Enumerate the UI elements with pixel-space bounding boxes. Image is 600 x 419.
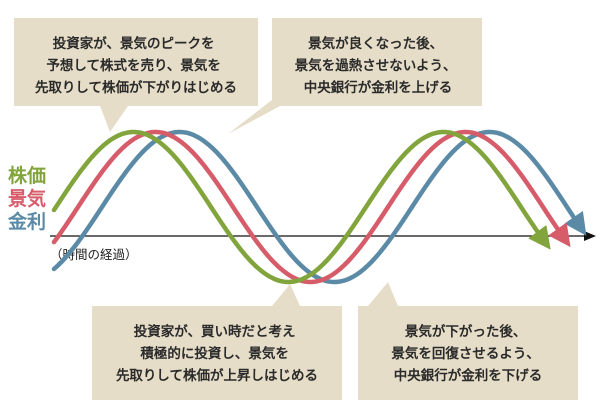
callout-top-right-box — [228, 18, 482, 134]
rate-label: 金利 — [7, 210, 46, 233]
callout-top-left-box — [14, 18, 258, 132]
svg-text:景気が良くなった後、 景気を過熱させないよう、: 景気が良くなった後、 景気を過熱させないよう、 中央銀行が金利を上げる — [295, 35, 461, 96]
svg-text:投資家が、買い時だと考え 積極的に投資し、景気を: 投資家が、買い時だと考え 積極的に投資し、景気を 先取りして株価が上昇しはじめる — [116, 323, 318, 384]
stock-label: 株価 — [8, 164, 46, 187]
callout-top-right-line-1: 景気が良くなった後、 — [308, 35, 443, 52]
economy-label: 景気 — [8, 187, 46, 210]
callout-bottom-right-box — [358, 282, 578, 400]
callout-top-right-line-2: 景気を過熱させないよう、 — [295, 57, 457, 74]
callout-bottom-left: 投資家が、買い時だと考え 積極的に投資し、景気を 先取りして株価が上昇しはじめる — [92, 284, 342, 400]
economy-curve — [51, 129, 571, 285]
callout-bottom-right-line-2: 景気を回復させるよう、 — [391, 345, 540, 362]
callout-top-left-line-3: 先取りして株価が下がりはじめる — [35, 79, 237, 96]
callout-bottom-left-box — [92, 284, 342, 400]
callout-bottom-left-line-3: 先取りして株価が上昇しはじめる — [116, 367, 318, 384]
callout-bottom-right: 景気が下がった後、 景気を回復させるよう、 中央銀行が金利を下げる — [358, 282, 578, 400]
time-axis-arrowhead — [584, 231, 596, 241]
callout-bottom-right-line-3: 中央銀行が金利を下げる — [394, 367, 543, 384]
callout-bottom-left-line-1: 投資家が、買い時だと考え — [134, 323, 296, 340]
rate-curve — [51, 129, 587, 285]
stock-curve — [51, 129, 551, 285]
svg-text:景気が下がった後、 景気を回復させるよう、: 景気が下がった後、 景気を回復させるよう、 中央銀行が金利を下げる — [391, 323, 544, 384]
callout-top-left-line-2: 予想して株式を売り、景気を — [46, 57, 221, 74]
callout-top-right-line-3: 中央銀行が金利を上げる — [304, 79, 453, 96]
callout-top-right: 景気が良くなった後、 景気を過熱させないよう、 中央銀行が金利を上げる — [228, 18, 482, 134]
callout-bottom-left-line-2: 積極的に投資し、景気を — [139, 345, 289, 362]
callout-bottom-right-line-1: 景気が下がった後、 — [405, 323, 527, 340]
callout-top-left-line-1: 投資家が、景気のピークを — [53, 35, 215, 52]
callout-top-left: 投資家が、景気のピークを 予想して株式を売り、景気を 先取りして株価が下がりはじ… — [14, 18, 258, 132]
svg-text:投資家が、景気のピークを 予想して株式を売り、景: 投資家が、景気のピークを 予想して株式を売り、景気を 先取りして株価が下がりはじ… — [35, 35, 237, 96]
